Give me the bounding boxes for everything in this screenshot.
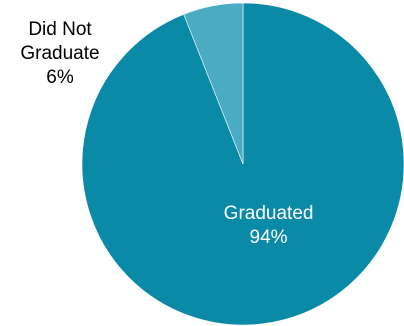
slices-layer	[81, 2, 404, 326]
slice-category-label: Graduated	[224, 203, 314, 224]
slice-label-1: Graduated 94%	[224, 203, 314, 248]
slice-category-label: Did Not	[28, 19, 92, 40]
labels-layer: Graduated 94% Did Not Graduate 6%	[20, 19, 313, 248]
slice-category-label: Graduate	[20, 43, 99, 64]
slice-label-2: Did Not Graduate 6%	[20, 19, 99, 88]
slice-value-label: 94%	[250, 227, 288, 248]
slice-value-label: 6%	[46, 67, 74, 88]
pie-slice-2	[183, 2, 244, 165]
